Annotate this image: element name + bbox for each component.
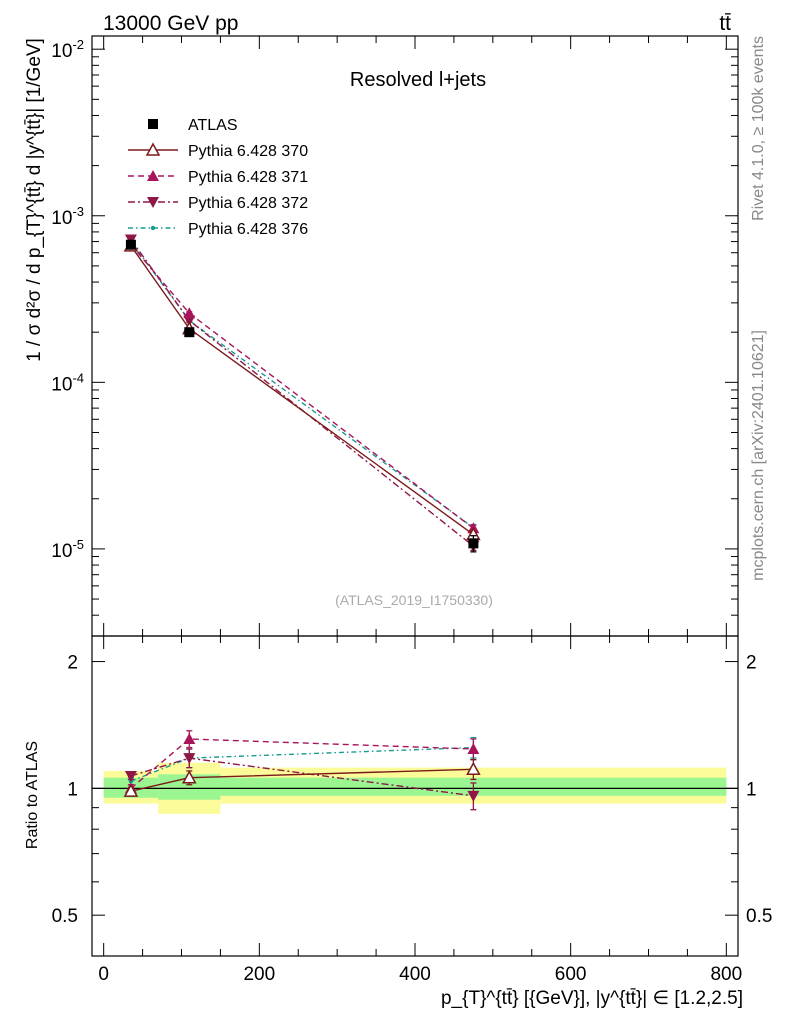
ratio-x-tick-label: 0 bbox=[98, 964, 109, 985]
series-2 bbox=[124, 238, 480, 534]
data-point bbox=[184, 327, 195, 338]
x-axis-label: p_{T}^{tt̄} [{GeV}], |y^{tt̄}| ∈ [1.2,2.… bbox=[441, 988, 743, 1009]
ratio-y-tick-label: 2 bbox=[67, 653, 78, 674]
series-line bbox=[130, 245, 474, 536]
ratio-point bbox=[183, 732, 196, 744]
ratio-line bbox=[130, 738, 474, 789]
series-1 bbox=[123, 238, 481, 541]
rivet-version-label: Rivet 4.1.0, ≥ 100k events bbox=[750, 36, 767, 221]
ratio-point bbox=[123, 783, 139, 797]
main-y-tick-label: 10-4 bbox=[51, 370, 84, 395]
main-y-tick-label: 10-2 bbox=[51, 37, 84, 62]
main-y-ticks: 10-2 10-3 10-4 10-5 bbox=[51, 37, 738, 637]
series-3 bbox=[124, 234, 480, 553]
main-x-ticks bbox=[103, 36, 727, 636]
ratio-point bbox=[467, 790, 480, 802]
main-y-tick-label: 10-5 bbox=[51, 537, 84, 562]
series-line bbox=[130, 244, 474, 529]
legend-entry-1: Pythia 6.428 370 bbox=[128, 142, 308, 160]
legend-marker bbox=[150, 225, 156, 231]
main-series-group bbox=[123, 234, 481, 553]
energy-label: 13000 GeV pp bbox=[103, 12, 238, 35]
series-line bbox=[130, 239, 474, 547]
ratio-point bbox=[183, 753, 196, 765]
series-4 bbox=[127, 239, 477, 532]
legend-label: Pythia 6.428 370 bbox=[188, 143, 308, 160]
legend-label: Pythia 6.428 376 bbox=[188, 221, 308, 238]
ratio-y-axis-label: Ratio to ATLAS bbox=[24, 741, 41, 849]
legend-marker bbox=[145, 142, 161, 156]
ratio-x-ticks: 0 200 400 600 800 bbox=[98, 636, 742, 985]
data-point bbox=[183, 315, 196, 327]
ratio-panel: 0.5 0.51 12 2 0 200 400 600 800 Ratio to ATLAS … bbox=[24, 635, 773, 1009]
legend-marker bbox=[147, 197, 159, 208]
ratio-y-tick-label-right: 2 bbox=[746, 653, 757, 674]
ratio-frame bbox=[91, 635, 739, 957]
series-line bbox=[130, 241, 474, 529]
legend-marker bbox=[147, 170, 159, 181]
ratio-series-0 bbox=[123, 759, 481, 797]
data-point bbox=[468, 538, 479, 549]
legend-label: Pythia 6.428 372 bbox=[188, 195, 308, 212]
ratio-point bbox=[467, 743, 480, 755]
legend-entry-2: Pythia 6.428 371 bbox=[128, 169, 308, 186]
ratio-y-tick-label-right: 1 bbox=[746, 779, 757, 800]
ratio-point bbox=[182, 770, 197, 784]
ratio-x-tick-label: 200 bbox=[243, 964, 275, 985]
ratio-x-tick-label: 800 bbox=[710, 964, 742, 985]
ratio-series-2 bbox=[124, 748, 480, 811]
data-point bbox=[183, 307, 196, 319]
legend-entry-4: Pythia 6.428 376 bbox=[128, 221, 308, 238]
legend-entry-0: ATLAS bbox=[148, 117, 238, 134]
legend: ATLAS Pythia 6.428 370 Pythia 6.428 371 Pyt… bbox=[128, 117, 308, 238]
analysis-watermark: (ATLAS_2019_I1750330) bbox=[335, 592, 493, 608]
ratio-y-tick-label-right: 0.5 bbox=[746, 906, 772, 927]
series-0 bbox=[125, 239, 479, 553]
main-title: Resolved l+jets bbox=[350, 69, 486, 91]
ratio-point bbox=[124, 770, 137, 782]
legend-entry-3: Pythia 6.428 372 bbox=[128, 195, 308, 212]
ratio-y-ticks: 0.5 0.5 1 1 2 2 bbox=[52, 653, 773, 928]
source-label: mcplots.cern.ch [arXiv:2401.10621] bbox=[750, 330, 767, 581]
ratio-x-tick-label: 600 bbox=[555, 964, 587, 985]
main-panel: Resolved l+jets (ATLAS_2019_I1750330) 10… bbox=[24, 35, 739, 637]
legend-label: ATLAS bbox=[188, 117, 238, 134]
legend-marker bbox=[148, 119, 158, 129]
main-y-tick-label: 10-3 bbox=[51, 204, 84, 229]
ratio-x-tick-label: 400 bbox=[399, 964, 431, 985]
ratio-point bbox=[466, 761, 481, 776]
process-label: tt̄ bbox=[719, 12, 731, 35]
ratio-y-tick-label: 1 bbox=[67, 779, 78, 800]
data-point bbox=[125, 239, 136, 250]
ratio-y-tick-label: 0.5 bbox=[52, 906, 78, 927]
main-y-axis-label: 1 / σ d²σ / d p_{T}^{tt̄} d |y^{tt̄}| [1… bbox=[24, 38, 45, 362]
legend-label: Pythia 6.428 371 bbox=[188, 169, 308, 186]
ratio-series-group bbox=[123, 730, 481, 811]
